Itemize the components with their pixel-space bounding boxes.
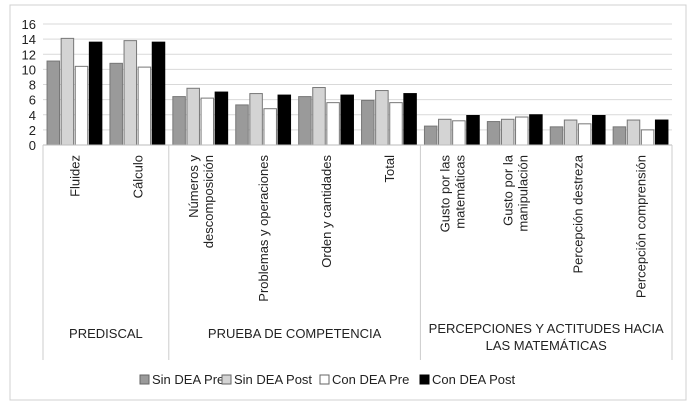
bar-con-dea-pre: [515, 116, 529, 146]
bar-sin-dea-post: [60, 37, 75, 146]
bar-con-dea-pre: [74, 65, 89, 146]
category-label: matemáticas: [452, 155, 467, 229]
category-label: Gusto por la: [500, 154, 515, 226]
bar-sin-dea-pre: [172, 96, 186, 146]
group-label: LAS MATEMÁTICAS: [486, 338, 607, 353]
bar-sin-dea-post: [563, 119, 578, 146]
y-tick-label: 14: [22, 32, 36, 47]
bar-sin-dea-pre: [549, 126, 564, 146]
category-label: Gusto por las: [437, 155, 452, 233]
bar-sin-dea-post: [312, 87, 326, 146]
bar-con-dea-post: [592, 115, 606, 146]
category-label: Fluidez: [67, 155, 82, 197]
y-tick-label: 0: [29, 138, 36, 153]
legend-label: Sin DEA Post: [234, 372, 312, 387]
bar-sin-dea-pre: [46, 60, 61, 146]
legend-label: Con DEA Pre: [332, 372, 409, 387]
legend-label: Con DEA Post: [432, 372, 515, 387]
y-tick-label: 6: [29, 93, 36, 108]
category-label: Problemas y operaciones: [256, 155, 271, 302]
legend-swatch: [139, 374, 150, 385]
legend-swatch: [221, 374, 232, 385]
group-label: PRUEBA DE COMPETENCIA: [208, 326, 382, 341]
bar-con-dea-post: [340, 94, 354, 146]
bar-con-dea-pre: [452, 120, 466, 146]
category-label: Orden y cantidades: [319, 155, 334, 268]
bar-con-dea-post: [277, 94, 292, 146]
bar-con-dea-pre: [389, 102, 403, 146]
bar-sin-dea-pre: [235, 104, 249, 146]
bar-sin-dea-post: [626, 119, 641, 146]
bar-con-dea-post: [403, 93, 417, 146]
legend-swatch: [319, 374, 330, 385]
bar-con-dea-pre: [326, 102, 340, 146]
bar-con-dea-post: [88, 41, 103, 146]
y-tick-label: 8: [29, 78, 36, 93]
bar-con-dea-pre: [137, 66, 152, 146]
bar-sin-dea-pre: [423, 125, 438, 146]
bar-con-dea-pre: [263, 108, 277, 146]
bar-con-dea-post: [214, 91, 229, 146]
group-label: PERCEPCIONES Y ACTITUDES HACIA: [429, 321, 664, 336]
bar-sin-dea-pre: [486, 121, 501, 146]
y-tick-label: 2: [29, 123, 36, 138]
category-label: manipulación: [515, 155, 530, 232]
bar-con-dea-post: [466, 115, 480, 146]
category-label: Percepción comprensión: [634, 155, 649, 298]
bar-sin-dea-post: [123, 40, 138, 146]
category-label: descomposición: [201, 155, 216, 248]
legend-swatch: [419, 374, 430, 385]
legend-label: Sin DEA Pre: [152, 372, 224, 387]
category-label: Percepción destreza: [571, 154, 586, 273]
bar-con-dea-pre: [640, 129, 655, 146]
bar-sin-dea-post: [249, 93, 263, 146]
y-tick-label: 12: [22, 47, 36, 62]
bar-sin-dea-pre: [612, 126, 627, 146]
bar-con-dea-pre: [200, 97, 215, 146]
bar-sin-dea-post: [500, 118, 515, 146]
category-label: Total: [382, 155, 397, 183]
bar-sin-dea-post: [438, 118, 452, 146]
bar-sin-dea-post: [186, 87, 200, 146]
bar-sin-dea-pre: [109, 62, 123, 146]
group-label: PREDISCAL: [69, 326, 143, 341]
bar-con-dea-post: [654, 119, 669, 146]
y-tick-label: 10: [22, 62, 36, 77]
bar-con-dea-pre: [577, 123, 592, 146]
bar-sin-dea-pre: [361, 99, 375, 146]
bar-sin-dea-post: [375, 90, 389, 146]
bar-con-dea-post: [151, 41, 166, 146]
category-label: Cálculo: [130, 155, 145, 198]
bar-sin-dea-pre: [298, 96, 312, 146]
y-tick-label: 16: [22, 17, 36, 32]
y-tick-label: 4: [29, 108, 36, 123]
bar-con-dea-post: [529, 114, 543, 146]
category-label: Números y: [186, 155, 201, 218]
